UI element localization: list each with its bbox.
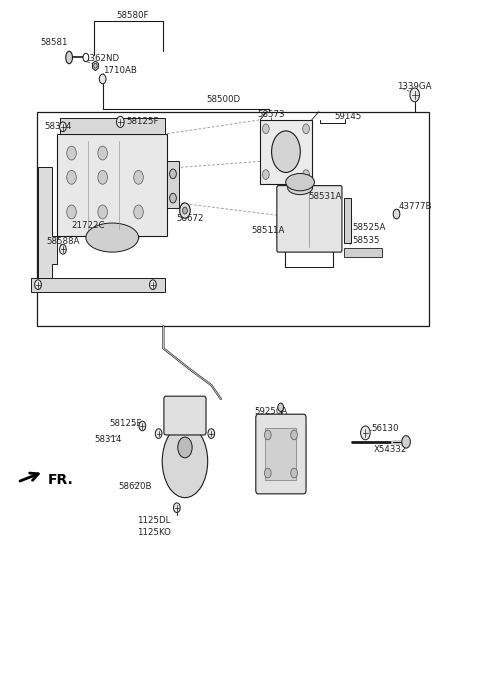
- Circle shape: [278, 403, 284, 412]
- Circle shape: [303, 124, 310, 134]
- Text: 58620B: 58620B: [118, 482, 152, 491]
- Circle shape: [410, 88, 420, 102]
- Text: 1710AB: 1710AB: [103, 66, 136, 75]
- Text: 58535: 58535: [352, 236, 380, 245]
- Text: 58314: 58314: [94, 434, 121, 443]
- FancyBboxPatch shape: [164, 396, 206, 435]
- Bar: [265, 428, 297, 480]
- Circle shape: [263, 170, 269, 179]
- Circle shape: [139, 421, 146, 431]
- Text: 58672: 58672: [177, 214, 204, 223]
- Text: 58531A: 58531A: [308, 192, 341, 201]
- Text: 58511A: 58511A: [251, 226, 284, 235]
- Text: 58125F: 58125F: [110, 418, 142, 428]
- Text: 1339GA: 1339GA: [397, 82, 432, 91]
- Ellipse shape: [86, 223, 139, 252]
- Circle shape: [180, 203, 190, 218]
- Circle shape: [173, 503, 180, 513]
- Bar: [31, 278, 165, 291]
- Text: 58500D: 58500D: [206, 94, 240, 103]
- FancyBboxPatch shape: [256, 414, 306, 494]
- Text: 1362ND: 1362ND: [84, 53, 120, 62]
- Text: 58314: 58314: [45, 122, 72, 131]
- Circle shape: [291, 468, 298, 478]
- Text: 58580F: 58580F: [117, 11, 149, 20]
- FancyBboxPatch shape: [277, 185, 342, 252]
- Circle shape: [169, 193, 176, 203]
- Ellipse shape: [66, 51, 72, 64]
- Text: 58581: 58581: [40, 38, 68, 47]
- Circle shape: [182, 207, 187, 214]
- Polygon shape: [93, 61, 98, 71]
- Circle shape: [83, 53, 89, 62]
- Bar: [167, 162, 179, 208]
- Circle shape: [134, 205, 144, 219]
- Circle shape: [291, 430, 298, 440]
- Circle shape: [67, 205, 76, 219]
- Circle shape: [272, 131, 300, 173]
- Text: 1125KO: 1125KO: [137, 528, 171, 537]
- Circle shape: [67, 146, 76, 160]
- Circle shape: [303, 170, 310, 179]
- Circle shape: [402, 436, 410, 448]
- Text: 58525A: 58525A: [352, 223, 386, 232]
- Bar: [60, 119, 165, 134]
- Circle shape: [67, 171, 76, 184]
- Circle shape: [264, 468, 271, 478]
- Text: 21722C: 21722C: [72, 221, 105, 230]
- Circle shape: [94, 63, 97, 68]
- Circle shape: [134, 171, 144, 184]
- Circle shape: [264, 430, 271, 440]
- Circle shape: [98, 146, 108, 160]
- Text: 1125DL: 1125DL: [137, 516, 170, 525]
- Text: 43777B: 43777B: [399, 202, 432, 211]
- Text: 56130: 56130: [372, 424, 399, 433]
- Text: X54332: X54332: [374, 445, 408, 454]
- Ellipse shape: [288, 180, 312, 194]
- Text: 58588A: 58588A: [47, 237, 80, 246]
- Circle shape: [156, 429, 162, 439]
- Circle shape: [60, 122, 66, 132]
- Text: 59145: 59145: [335, 112, 362, 121]
- Circle shape: [150, 280, 156, 289]
- Circle shape: [35, 280, 41, 289]
- Circle shape: [117, 117, 124, 128]
- Ellipse shape: [162, 425, 208, 498]
- Bar: [260, 120, 312, 183]
- Circle shape: [393, 209, 400, 219]
- Text: 58125F: 58125F: [127, 117, 159, 126]
- Circle shape: [169, 169, 176, 178]
- Circle shape: [208, 429, 215, 439]
- Circle shape: [263, 124, 269, 134]
- Bar: [344, 198, 351, 243]
- Bar: [57, 134, 167, 236]
- Polygon shape: [38, 167, 57, 281]
- Text: FR.: FR.: [48, 473, 73, 487]
- Ellipse shape: [286, 174, 314, 191]
- Circle shape: [98, 205, 108, 219]
- Circle shape: [178, 437, 192, 458]
- Text: 58573: 58573: [258, 110, 285, 119]
- Circle shape: [99, 74, 106, 84]
- Bar: [36, 112, 429, 326]
- Bar: [344, 248, 382, 257]
- Text: 59250A: 59250A: [254, 407, 288, 416]
- Circle shape: [98, 171, 108, 184]
- Circle shape: [60, 244, 66, 254]
- Circle shape: [360, 426, 370, 440]
